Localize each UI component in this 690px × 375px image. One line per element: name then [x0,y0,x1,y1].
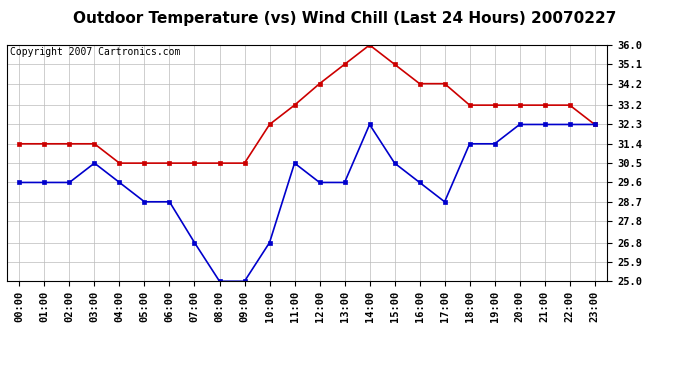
Text: Copyright 2007 Cartronics.com: Copyright 2007 Cartronics.com [10,47,180,57]
Text: Outdoor Temperature (vs) Wind Chill (Last 24 Hours) 20070227: Outdoor Temperature (vs) Wind Chill (Las… [73,11,617,26]
